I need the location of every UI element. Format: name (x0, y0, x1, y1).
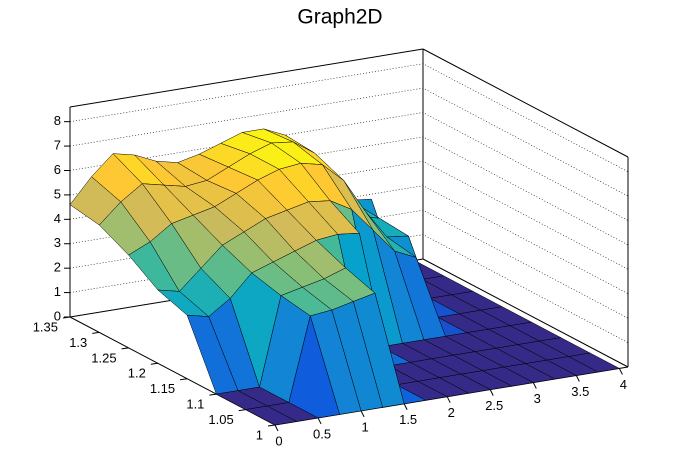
z-tick-label: 1 (54, 284, 61, 299)
z-tick-label: 4 (54, 211, 61, 226)
x-tick (489, 389, 494, 396)
chart-title: Graph2D (297, 6, 382, 29)
y-tick (62, 316, 71, 319)
x-tick-label: 1 (361, 419, 368, 434)
y-tick-label: 1.25 (91, 350, 116, 365)
y-tick (180, 378, 188, 381)
x-tick (403, 403, 408, 411)
x-tick-label: 2.5 (485, 398, 503, 413)
y-tick-label: 1.15 (150, 381, 175, 396)
y-tick-label: 1.05 (208, 412, 233, 427)
box-edge (422, 48, 629, 158)
grid-line (69, 160, 629, 270)
grid-line (69, 112, 629, 221)
y-tick-label: 1 (256, 427, 263, 442)
x-tick (274, 424, 279, 432)
z-tick-label: 7 (54, 138, 61, 153)
z-tick-label: 2 (54, 260, 61, 275)
x-tick-label: 0.5 (313, 426, 331, 441)
x-tick (575, 375, 580, 382)
y-tick (150, 362, 158, 365)
y-tick-label: 1.1 (186, 397, 204, 412)
grid-line (69, 258, 629, 368)
grid-line (69, 63, 629, 172)
y-tick (267, 424, 276, 427)
x-tick-label: 2 (448, 405, 455, 420)
grid-line (69, 185, 629, 294)
z-tick-label: 6 (54, 162, 61, 177)
y-tick (92, 331, 100, 334)
y-tick-label: 1.3 (69, 335, 87, 350)
z-tick-label: 5 (54, 186, 61, 201)
y-tick-label: 1.35 (33, 319, 58, 334)
y-tick (238, 409, 246, 412)
x-tick (618, 368, 623, 375)
y-tick (121, 347, 129, 350)
grid-line (69, 136, 629, 246)
x-tick-label: 0 (275, 433, 282, 448)
surface-cell (245, 405, 297, 426)
grid-line (69, 209, 629, 319)
x-tick-label: 1.5 (399, 412, 417, 427)
box-edge (69, 48, 424, 108)
z-tick-label: 0 (54, 308, 61, 323)
grid-line (69, 87, 629, 197)
z-tick-label: 3 (54, 235, 61, 250)
x-tick-label: 4 (620, 377, 627, 392)
x-tick-label: 3.5 (571, 384, 589, 399)
x-tick (360, 410, 365, 418)
x-tick-label: 3 (534, 391, 541, 406)
x-tick (446, 396, 451, 403)
y-tick-label: 1.2 (128, 366, 146, 381)
x-tick (532, 382, 537, 389)
x-tick (317, 417, 322, 425)
z-tick-label: 8 (54, 113, 61, 128)
grid-line (69, 234, 629, 343)
y-tick (209, 393, 217, 396)
